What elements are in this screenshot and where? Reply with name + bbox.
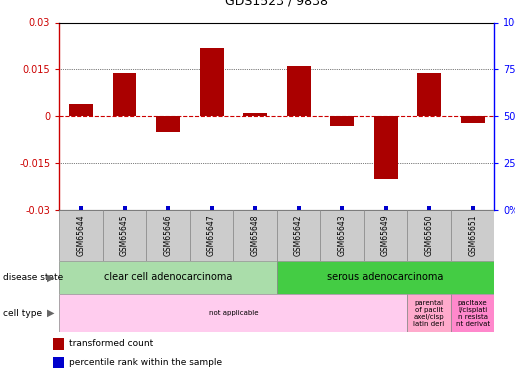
Text: parental
of paclit
axel/cisp
latin deri: parental of paclit axel/cisp latin deri [414, 300, 445, 327]
Text: GSM65643: GSM65643 [338, 214, 347, 256]
Bar [320, 210, 364, 261]
Text: GSM65648: GSM65648 [251, 214, 260, 255]
Text: GSM65650: GSM65650 [425, 214, 434, 256]
Text: clear cell adenocarcinoma: clear cell adenocarcinoma [104, 273, 232, 282]
Point [208, 204, 216, 210]
Bar [69, 104, 93, 116]
Text: ▶: ▶ [46, 308, 54, 318]
Bar [407, 210, 451, 261]
Bar [277, 261, 494, 294]
Bar [113, 72, 136, 116]
Point [382, 204, 390, 210]
Text: GDS1523 / 9838: GDS1523 / 9838 [226, 0, 329, 8]
Bar [287, 66, 311, 116]
Text: disease state: disease state [3, 273, 63, 282]
Text: not applicable: not applicable [209, 310, 258, 316]
Bar [417, 72, 441, 116]
Bar [374, 116, 398, 179]
Bar [233, 210, 277, 261]
Text: GSM65649: GSM65649 [381, 214, 390, 256]
Text: GSM65644: GSM65644 [77, 214, 85, 256]
Bar [243, 113, 267, 116]
Bar [103, 210, 146, 261]
Text: GSM65642: GSM65642 [294, 214, 303, 255]
Bar [407, 294, 451, 332]
Text: GSM65647: GSM65647 [207, 214, 216, 256]
Bar [451, 210, 494, 261]
Point [425, 204, 433, 210]
Point [164, 204, 172, 210]
Text: cell type: cell type [3, 309, 42, 318]
Text: percentile rank within the sample: percentile rank within the sample [68, 358, 221, 367]
Bar [59, 261, 277, 294]
Bar [190, 210, 233, 261]
Point [251, 204, 259, 210]
Bar [156, 116, 180, 132]
Point [77, 204, 85, 210]
Bar [330, 116, 354, 126]
Bar [461, 116, 485, 123]
Point [295, 204, 303, 210]
Bar [53, 357, 64, 368]
Bar [200, 48, 224, 116]
Text: pacltaxe
l/cisplati
n resista
nt derivat: pacltaxe l/cisplati n resista nt derivat [456, 300, 490, 327]
Text: GSM65645: GSM65645 [120, 214, 129, 256]
Bar [59, 210, 103, 261]
Point [121, 204, 129, 210]
Point [469, 204, 477, 210]
Bar [59, 294, 407, 332]
Bar [277, 210, 320, 261]
Bar [53, 338, 64, 350]
Bar [364, 210, 407, 261]
Bar [451, 294, 494, 332]
Text: transformed count: transformed count [68, 339, 153, 348]
Text: serous adenocarcinoma: serous adenocarcinoma [328, 273, 444, 282]
Text: GSM65651: GSM65651 [468, 214, 477, 255]
Text: GSM65646: GSM65646 [164, 214, 173, 256]
Bar [146, 210, 190, 261]
Point [338, 204, 346, 210]
Text: ▶: ▶ [46, 273, 54, 282]
